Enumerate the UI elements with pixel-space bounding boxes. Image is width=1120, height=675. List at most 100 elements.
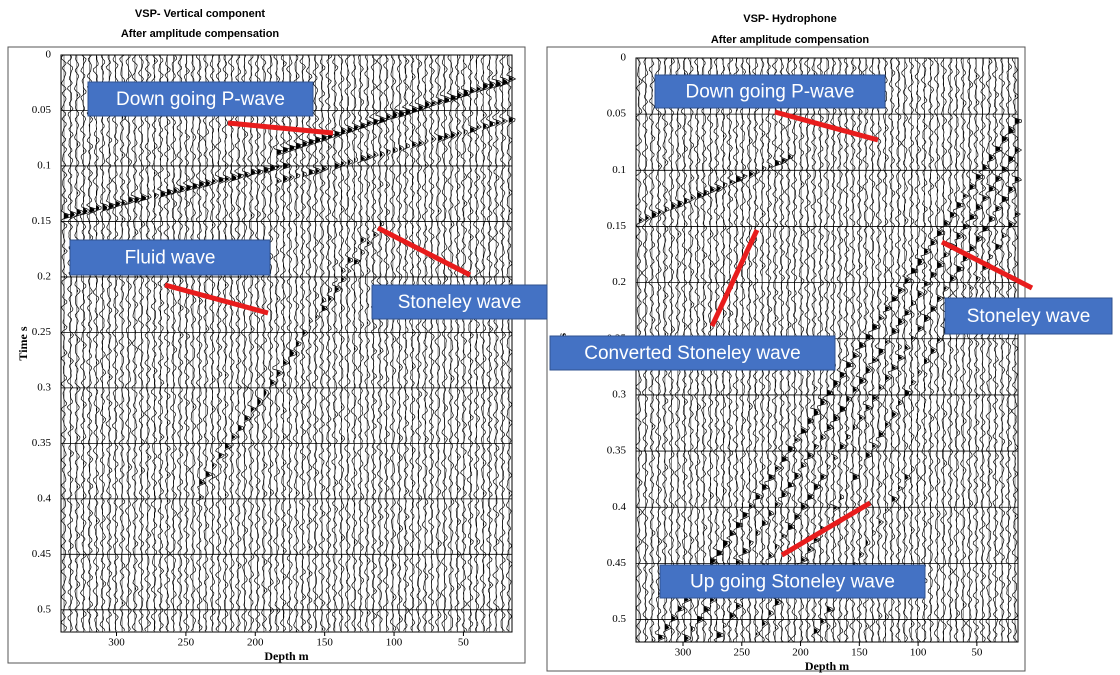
chart-subtitle: After amplitude compensation (711, 34, 870, 46)
x-tick-label: 100 (386, 637, 403, 649)
trace (131, 55, 141, 631)
y-tick-label: 0.4 (612, 501, 626, 513)
x-tick-label: 200 (247, 637, 264, 649)
trace-fill (1002, 58, 1007, 642)
trace (151, 55, 159, 631)
x-tick-label: 250 (178, 637, 195, 649)
annotation-pointer (712, 230, 757, 326)
x-tick-label: 100 (910, 647, 927, 659)
chart-title: VSP- Hydrophone (743, 13, 837, 25)
trace (461, 55, 471, 631)
annotation-pointer (775, 112, 878, 140)
trace (978, 58, 989, 642)
trace-fill (187, 55, 192, 632)
trace-fill (361, 55, 366, 632)
annotation: Stoneley wave (398, 292, 522, 313)
wiggle-traces (61, 55, 516, 632)
chart-subtitle: After amplitude compensation (121, 28, 280, 40)
trace-fill (432, 55, 437, 632)
trace (190, 55, 200, 631)
trace-fill (496, 55, 501, 632)
trace (183, 55, 193, 631)
trace-fill (451, 55, 456, 632)
trace (215, 55, 225, 631)
x-tick-label: 150 (316, 637, 333, 649)
trace (138, 55, 148, 631)
trace (338, 55, 348, 631)
trace (203, 55, 213, 631)
trace (125, 55, 135, 631)
trace-fill (296, 55, 301, 632)
y-tick-label: 0 (621, 52, 627, 64)
trace (100, 55, 110, 631)
trace (1012, 58, 1022, 642)
trace (209, 55, 218, 631)
trace-fill (264, 55, 269, 632)
y-axis-label: Time s (16, 326, 30, 360)
trace (998, 58, 1008, 642)
trace (960, 58, 970, 642)
y-tick-label: 0.45 (607, 557, 627, 569)
trace-fill (335, 55, 340, 632)
x-tick-label: 200 (792, 647, 809, 659)
trace-fill (1015, 58, 1020, 642)
trace (241, 55, 251, 631)
trace (112, 55, 122, 631)
trace (87, 55, 97, 631)
x-axis-label: Depth m (805, 659, 849, 673)
y-tick-label: 0.2 (612, 276, 626, 288)
x-axis-label: Depth m (264, 649, 308, 663)
trace (299, 55, 309, 631)
trace-fill (879, 58, 884, 642)
y-tick-label: 0.35 (607, 445, 627, 457)
trace (486, 55, 496, 631)
annotation: Stoneley wave (967, 306, 1091, 327)
trace-fill (989, 58, 994, 642)
trace (235, 55, 244, 631)
trace-fill (251, 55, 256, 632)
trace-fill (70, 55, 75, 632)
y-tick-label: 0.1 (37, 159, 51, 171)
y-tick-label: 0.5 (612, 613, 626, 625)
y-tick-label: 0.15 (607, 220, 627, 232)
trace-fill (1009, 58, 1014, 642)
trace (364, 55, 374, 631)
trace-fill (976, 58, 981, 642)
panel-frame (8, 47, 525, 663)
y-tick-label: 0.3 (612, 388, 626, 400)
trace (157, 55, 167, 631)
trace-fill (219, 55, 224, 632)
trace-fill (180, 55, 185, 632)
y-tick-label: 0.45 (32, 548, 52, 560)
trace (869, 58, 879, 642)
trace (119, 55, 128, 631)
y-tick-label: 0.5 (37, 603, 51, 615)
trace-fill (898, 58, 903, 642)
trace-fill (840, 58, 845, 642)
y-tick-label: 0.25 (32, 326, 52, 338)
trace-fill (950, 58, 955, 642)
trace-fill (859, 58, 864, 642)
y-tick-label: 0 (46, 49, 52, 61)
annotation: Fluid wave (125, 248, 216, 269)
x-tick-label: 300 (108, 637, 125, 649)
figure: VSP- Vertical componentAfter amplitude c… (0, 0, 1120, 675)
trace-fill (483, 55, 488, 632)
trace (228, 55, 238, 631)
trace-fill (983, 58, 988, 642)
trace-fill (103, 55, 108, 632)
y-tick-label: 0.35 (32, 437, 52, 449)
y-tick-label: 0.05 (32, 104, 52, 116)
trace-fill (885, 58, 890, 642)
y-tick-label: 0.05 (607, 108, 627, 120)
trace (409, 55, 419, 631)
x-tick-label: 150 (851, 647, 868, 659)
trace (480, 55, 490, 631)
trace (428, 55, 438, 631)
trace (383, 55, 393, 631)
x-tick-label: 50 (971, 647, 983, 659)
trace (93, 55, 101, 631)
trace (440, 55, 451, 631)
trace-fill (122, 55, 125, 632)
trace-fill (290, 55, 295, 632)
